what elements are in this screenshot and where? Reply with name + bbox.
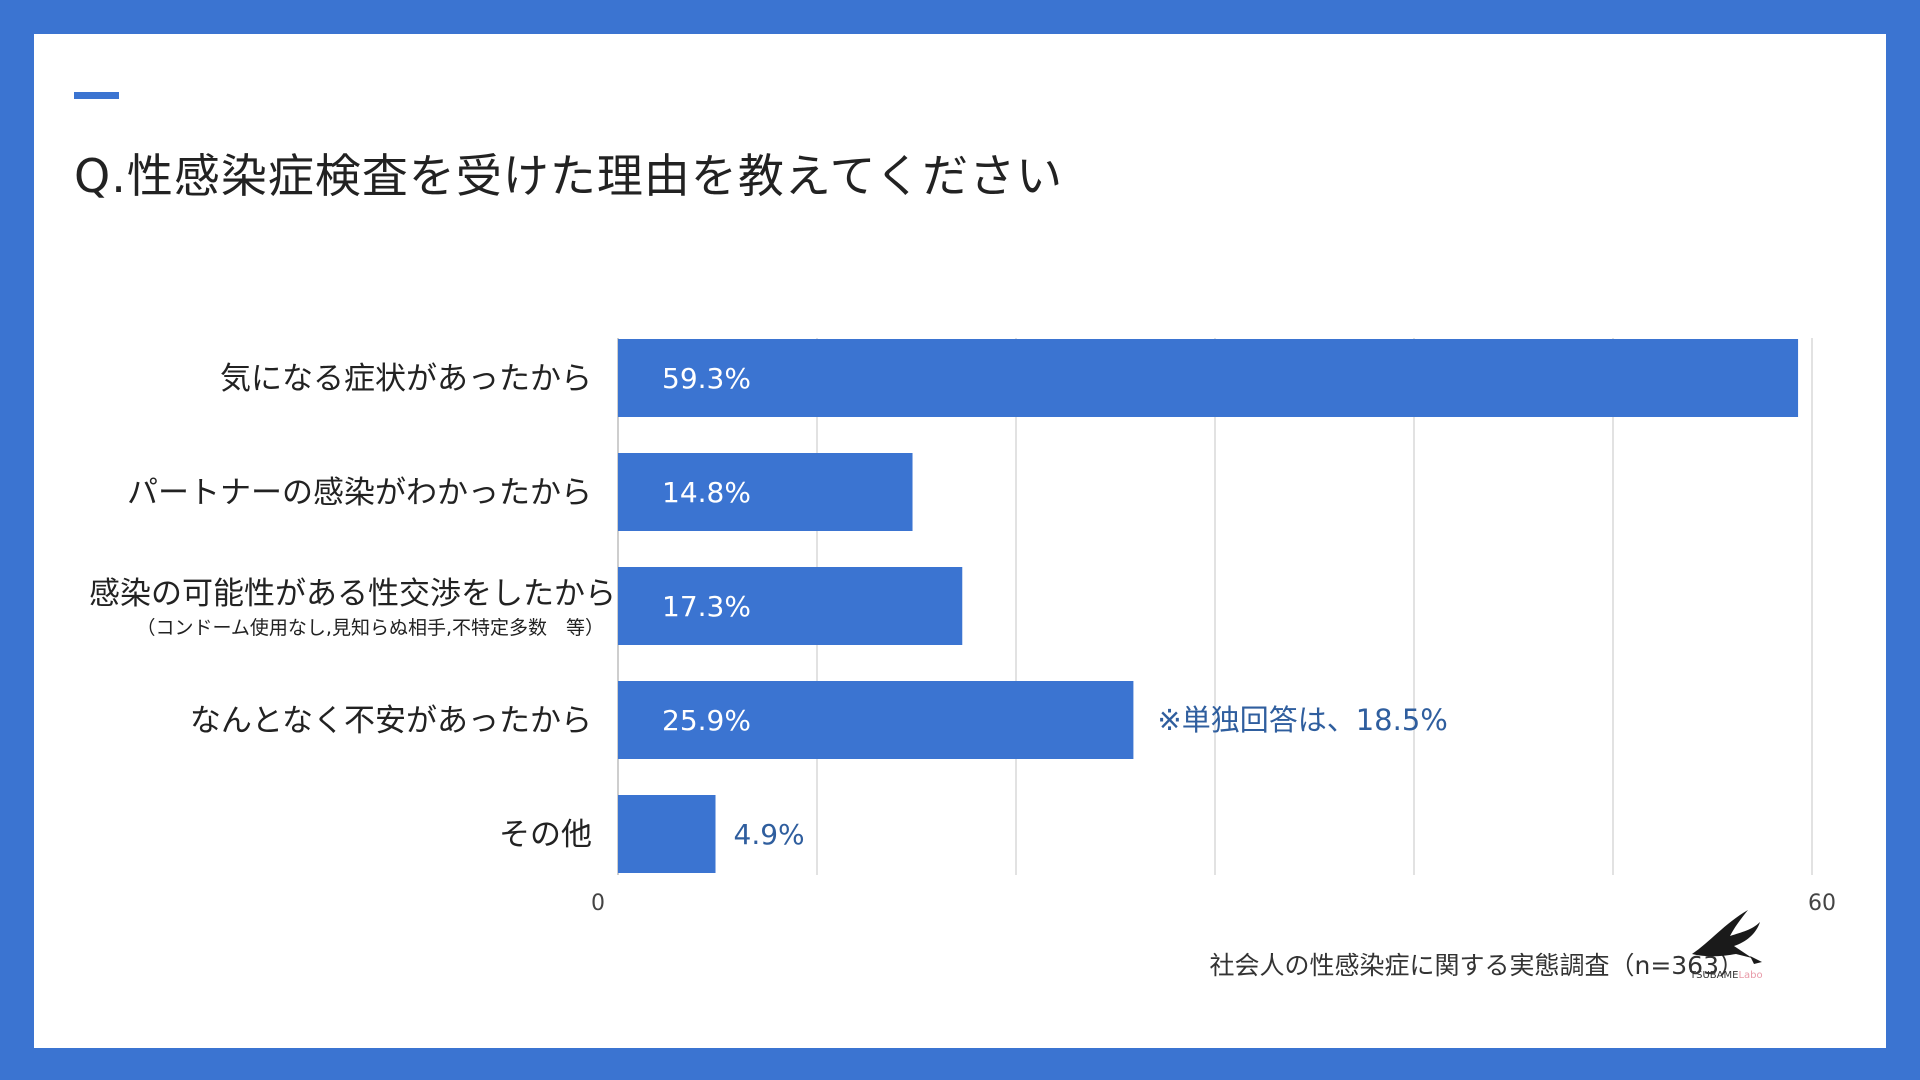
brand-suffix: Labo <box>1738 970 1763 981</box>
brand-logo-text: TSUBAMELabo <box>1690 970 1763 981</box>
bar <box>618 453 913 531</box>
category-sublabel: （コンドーム使用なし,見知らぬ相手,不特定多数 等） <box>136 617 604 639</box>
slide <box>34 34 1886 1048</box>
bar <box>618 681 1134 759</box>
x-tick-label: 0 <box>591 891 605 916</box>
data-label: 17.3% <box>662 590 751 623</box>
bar <box>618 339 1799 417</box>
category-label: 感染の可能性がある性交渉をしたから <box>89 576 616 612</box>
category-label: なんとなく不安があったから <box>190 703 592 739</box>
swallow-icon <box>1692 910 1762 964</box>
category-label: 気になる症状があったから <box>220 361 592 397</box>
data-label: 25.9% <box>662 704 751 737</box>
brand-name: TSUBAME <box>1690 970 1739 981</box>
page-title: Q.性感染症検査を受けた理由を教えてください <box>74 149 1064 203</box>
data-label: 14.8% <box>662 476 751 509</box>
data-label: 4.9% <box>734 818 805 851</box>
category-label: その他 <box>499 817 592 853</box>
category-label: パートナーの感染がわかったから <box>127 475 592 511</box>
source-note: 社会人の性感染症に関する実態調査（n=363） <box>1209 951 1744 980</box>
data-label: 59.3% <box>662 362 751 395</box>
bar <box>618 795 716 873</box>
bar <box>618 567 963 645</box>
annotation: ※単独回答は、18.5% <box>1157 703 1447 737</box>
title-accent-bar <box>74 92 119 99</box>
x-tick-label: 60 <box>1808 891 1836 916</box>
